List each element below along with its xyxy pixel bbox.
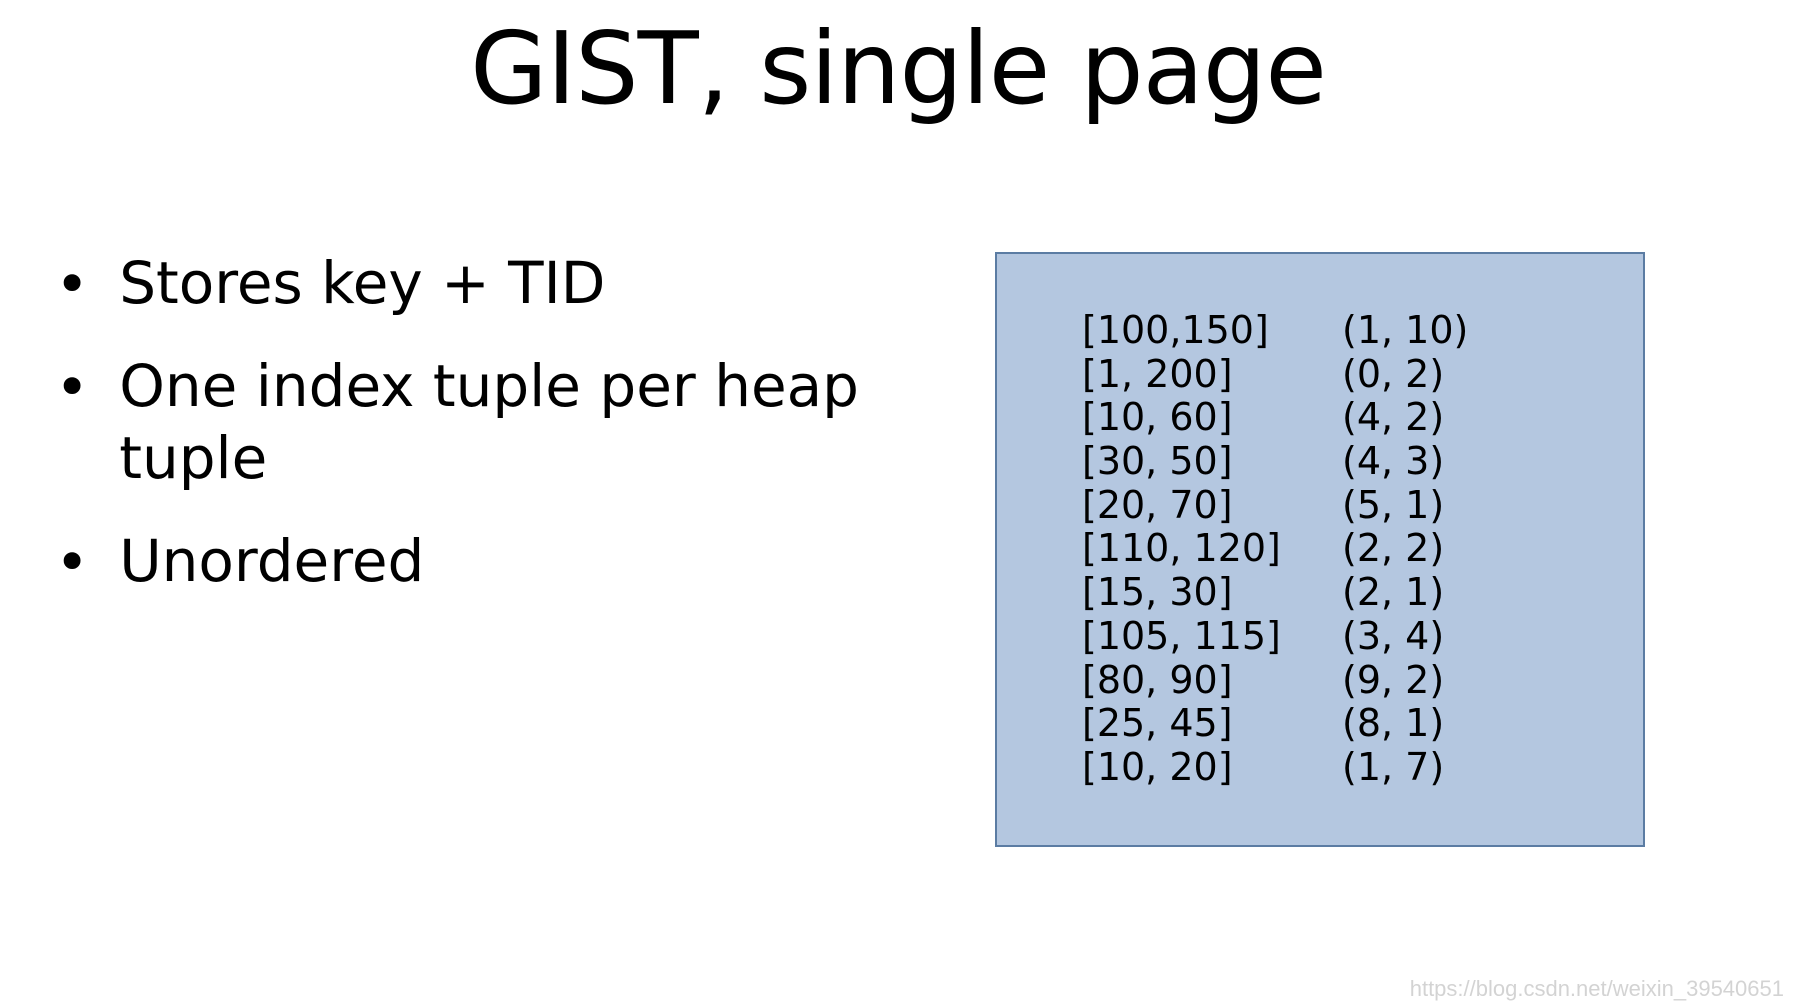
tuple-key: [15, 30] [1082,571,1342,615]
tuple-row: [110, 120] (2, 2) [1082,527,1613,571]
tuple-key: [20, 70] [1082,484,1342,528]
tuple-tid: (8, 1) [1342,702,1502,746]
bullet-text: Stores key + TID [119,247,605,320]
tuple-key: [25, 45] [1082,702,1342,746]
tuple-key: [10, 20] [1082,746,1342,790]
tuple-row: [15, 30] (2, 1) [1082,571,1613,615]
tuple-row: [10, 20] (1, 7) [1082,746,1613,790]
tuple-key: [100,150] [1082,309,1342,353]
bullet-list: • Stores key + TID • One index tuple per… [55,247,995,847]
tuple-key: [30, 50] [1082,440,1342,484]
tuple-row: [20, 70] (5, 1) [1082,484,1613,528]
slide-content: • Stores key + TID • One index tuple per… [0,247,1796,847]
bullet-item: • Unordered [55,525,995,598]
bullet-marker-icon: • [55,533,89,591]
tuple-row: [10, 60] (4, 2) [1082,396,1613,440]
bullet-text: Unordered [119,525,424,598]
slide-title: GIST, single page [0,10,1796,127]
bullet-marker-icon: • [55,358,89,416]
watermark-text: https://blog.csdn.net/weixin_39540651 [1410,976,1784,1002]
tuple-key: [105, 115] [1082,615,1342,659]
tuple-tid: (9, 2) [1342,659,1502,703]
bullet-marker-icon: • [55,255,89,313]
tuple-tid: (1, 7) [1342,746,1502,790]
tuple-key: [10, 60] [1082,396,1342,440]
bullet-item: • Stores key + TID [55,247,995,320]
bullet-item: • One index tuple per heap tuple [55,350,995,495]
tuple-row: [100,150] (1, 10) [1082,309,1613,353]
tuple-tid: (0, 2) [1342,353,1502,397]
tuple-key: [110, 120] [1082,527,1342,571]
tuple-key: [80, 90] [1082,659,1342,703]
tuple-row: [80, 90] (9, 2) [1082,659,1613,703]
tuple-tid: (2, 2) [1342,527,1502,571]
tuple-tid: (4, 2) [1342,396,1502,440]
tuple-key: [1, 200] [1082,353,1342,397]
tuple-row: [30, 50] (4, 3) [1082,440,1613,484]
tuple-tid: (4, 3) [1342,440,1502,484]
tuple-row: [25, 45] (8, 1) [1082,702,1613,746]
tuple-tid: (1, 10) [1342,309,1502,353]
tuple-tid: (2, 1) [1342,571,1502,615]
index-page-box: [100,150] (1, 10) [1, 200] (0, 2) [10, 6… [995,252,1645,847]
tuple-tid: (5, 1) [1342,484,1502,528]
bullet-text: One index tuple per heap tuple [119,350,995,495]
tuple-tid: (3, 4) [1342,615,1502,659]
tuple-row: [1, 200] (0, 2) [1082,353,1613,397]
tuple-row: [105, 115] (3, 4) [1082,615,1613,659]
